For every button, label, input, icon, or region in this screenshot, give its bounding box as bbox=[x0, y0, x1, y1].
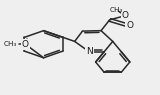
Text: O: O bbox=[126, 21, 133, 30]
Text: O: O bbox=[122, 11, 129, 20]
Text: O: O bbox=[22, 40, 29, 49]
Text: N: N bbox=[86, 47, 92, 56]
Text: CH₃: CH₃ bbox=[3, 41, 17, 47]
Text: CH₃: CH₃ bbox=[110, 7, 123, 13]
